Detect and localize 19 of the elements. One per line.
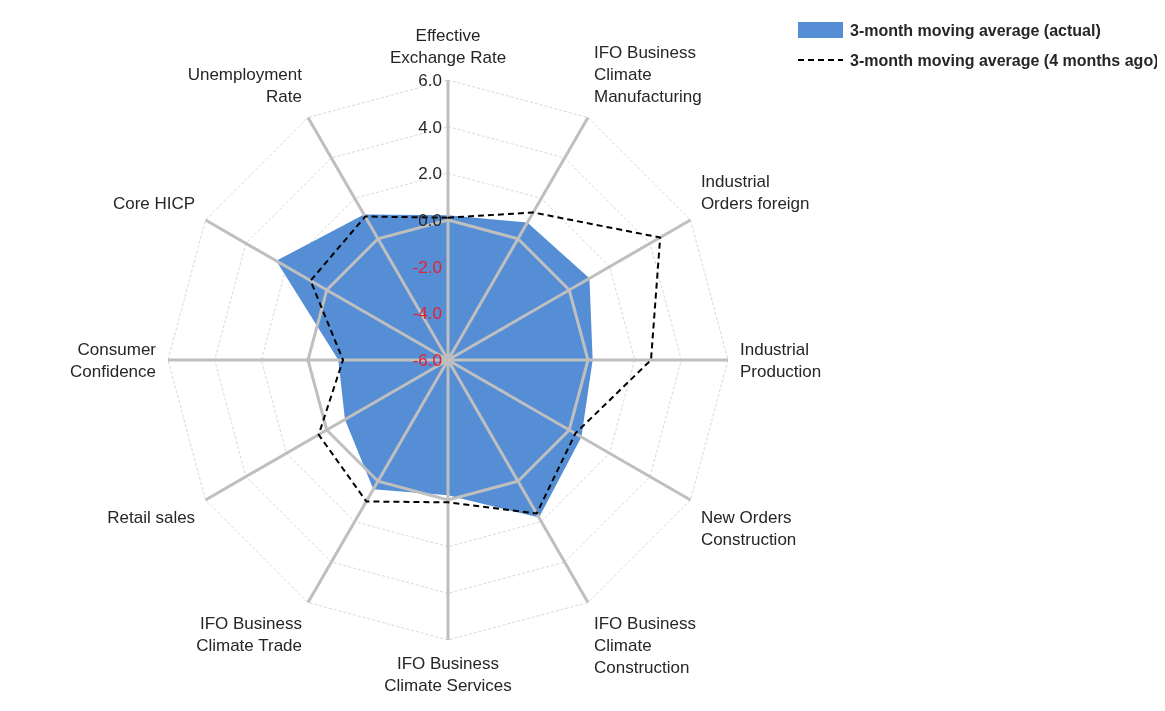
spoke-label: IFO Business Climate Trade — [196, 614, 302, 656]
spoke-label: IFO Business Climate Manufacturing — [594, 42, 702, 106]
spoke-label: Consumer Confidence — [69, 339, 157, 381]
spoke-label: IFO Business Climate Construction — [594, 614, 697, 678]
spoke-label: New Orders Construction — [700, 507, 797, 549]
spoke-label: Industrial Production — [740, 339, 822, 381]
spoke-label: IFO Business Climate Services — [384, 653, 512, 695]
spoke-label: Industrial Orders foreign — [700, 171, 810, 213]
y-tick-label: 2.0 — [418, 164, 442, 184]
legend-label: 3-month moving average (actual) — [850, 21, 1101, 39]
y-tick-label: -6.0 — [412, 350, 442, 370]
spoke-label: Retail sales — [107, 507, 196, 527]
spoke-label: Unemployment Rate — [187, 64, 303, 106]
legend-label: 3-month moving average (4 months ago) — [850, 51, 1159, 69]
y-tick-label: 6.0 — [418, 70, 442, 90]
y-tick-label: -2.0 — [412, 257, 442, 277]
y-tick-label: 4.0 — [418, 117, 442, 137]
spoke-label: Effective Exchange Rate — [389, 25, 507, 67]
spoke-label: Core HICP — [112, 193, 196, 213]
